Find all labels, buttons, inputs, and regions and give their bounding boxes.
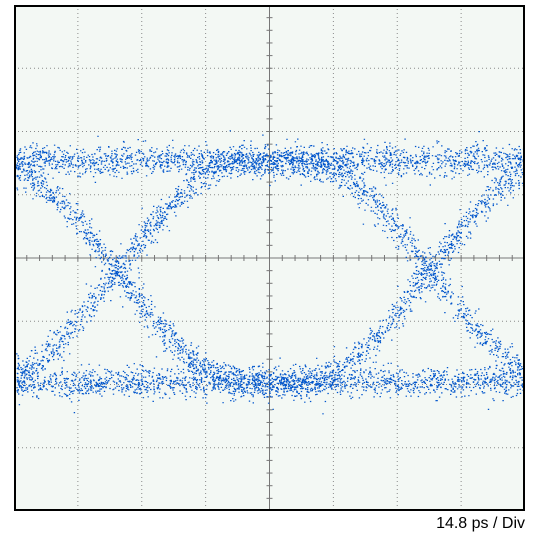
eye-traces [16,130,525,415]
plot-frame [14,5,525,511]
timebase-label: 14.8 ps / Div [436,515,525,532]
trace-100 [16,156,524,402]
trace-001 [16,163,525,404]
trace-101 [16,157,525,410]
eye-diagram-plot [14,5,525,511]
trace-000 [16,358,524,415]
center-axes [14,5,525,511]
